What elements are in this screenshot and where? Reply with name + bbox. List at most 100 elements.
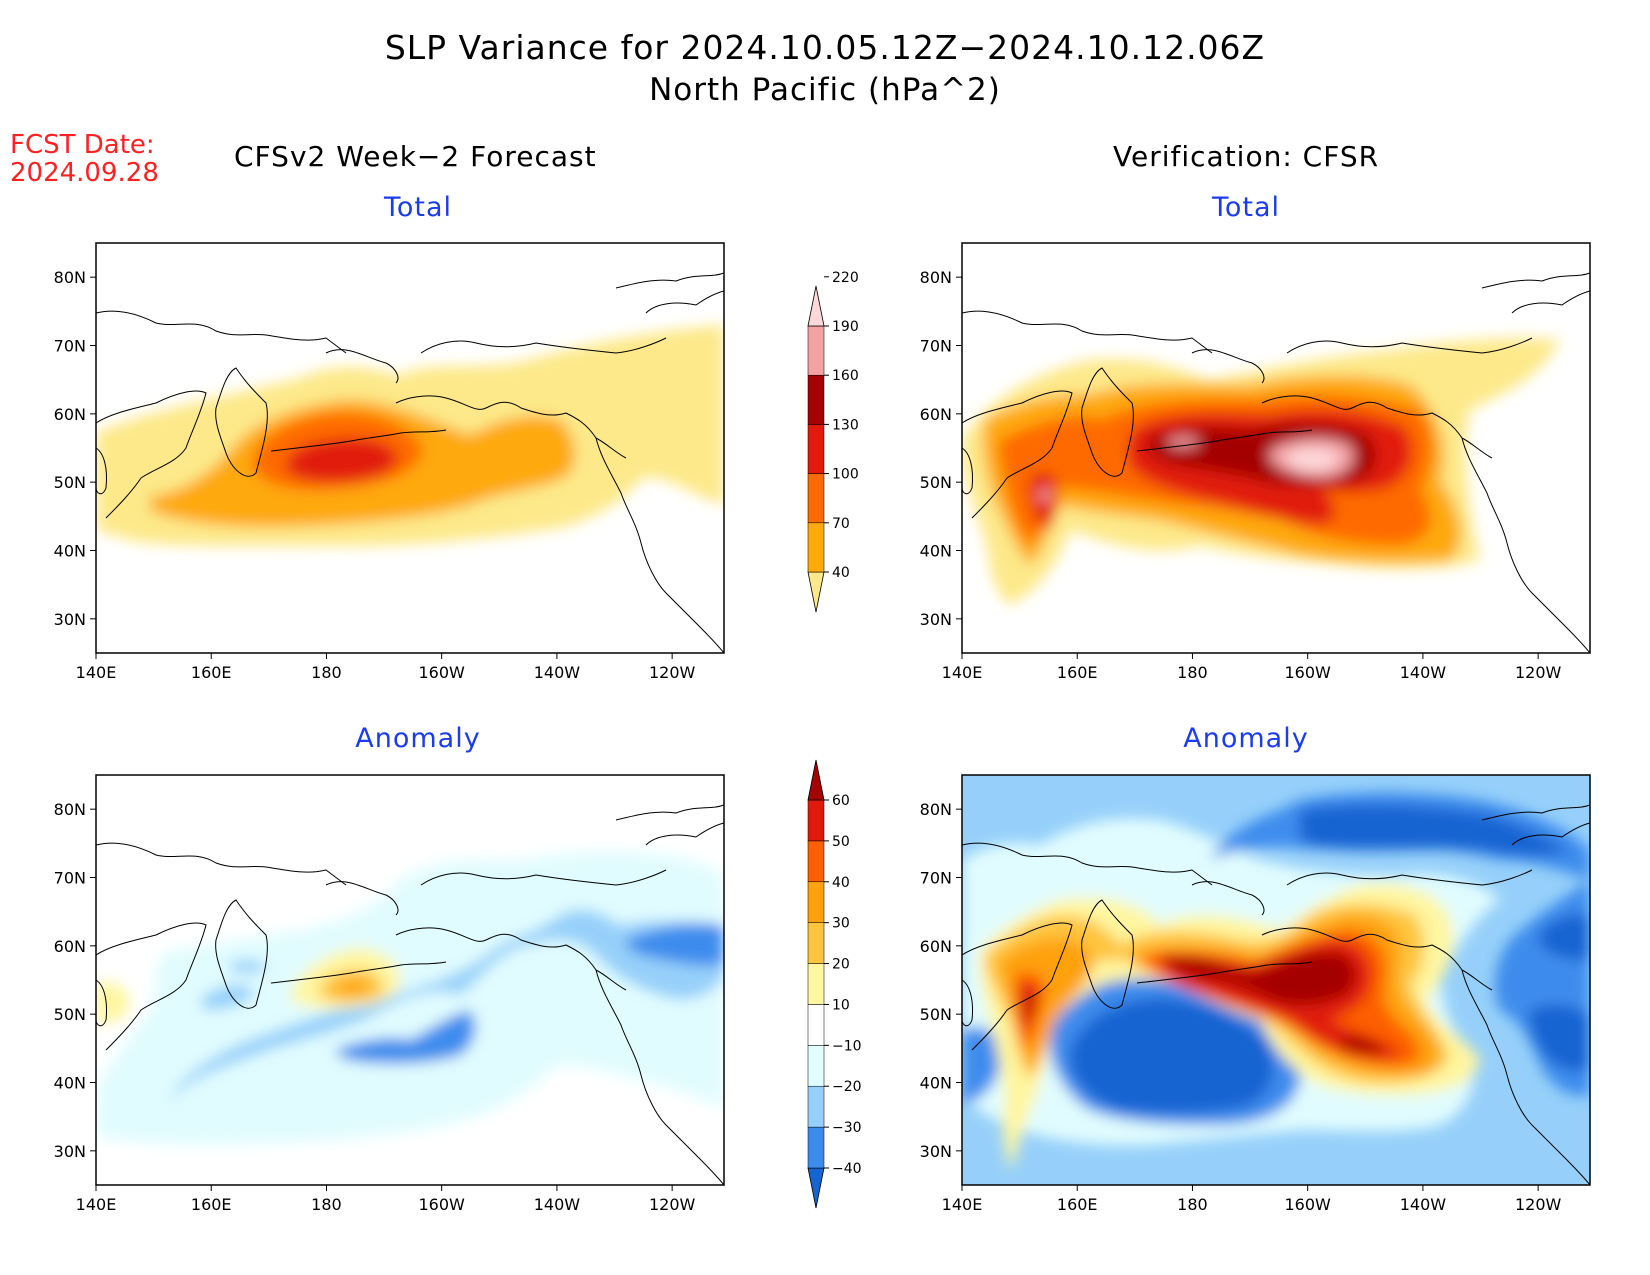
coastline-segment	[1191, 881, 1265, 916]
coastline-segment	[325, 349, 399, 384]
lon-tick-label: 180	[311, 663, 342, 682]
lon-tick-label: 140W	[1400, 1195, 1447, 1214]
coastline-segment	[95, 390, 207, 519]
lon-tick-label: 140W	[1400, 663, 1447, 682]
colorbar-high-triangle	[807, 285, 825, 327]
verification-anomaly-frame	[961, 774, 1591, 1186]
colorbar-high-triangle	[807, 759, 825, 801]
coastline-segment	[1461, 437, 1591, 654]
coastline-segment	[1286, 869, 1533, 886]
lat-tick-label: 50N	[920, 473, 952, 492]
colorbar-swatch	[807, 1045, 825, 1087]
coastline-segment	[420, 337, 667, 354]
colorbar-swatch	[807, 840, 825, 883]
colorbar-label: −30	[832, 1120, 862, 1136]
coastline-segment	[95, 310, 347, 354]
lat-tick-label: 60N	[54, 405, 86, 424]
forecast-anomaly-title: Anomaly	[355, 723, 481, 754]
forecast-anomaly-map	[96, 851, 724, 1145]
lat-tick-label: 50N	[54, 473, 86, 492]
coastline-segment	[645, 290, 725, 314]
coastline-segment	[1191, 349, 1265, 384]
coastline-segment	[95, 447, 107, 495]
lon-tick-label: 160W	[419, 1195, 466, 1214]
lat-tick-label: 40N	[920, 542, 952, 561]
colorbar-label: 40	[832, 875, 850, 891]
colorbar-swatch	[807, 963, 825, 1005]
colorbar-label: −10	[832, 1038, 862, 1054]
coastline-segment	[325, 881, 399, 916]
lon-tick-label: 180	[311, 1195, 342, 1214]
coastline-segment	[645, 822, 725, 846]
figure-title: SLP Variance for 2024.10.05.12Z−2024.10.…	[384, 28, 1266, 67]
lon-tick-label: 160E	[191, 1195, 232, 1214]
lat-tick-label: 70N	[920, 337, 952, 356]
lat-tick-label: 30N	[920, 1142, 952, 1161]
lat-tick-label: 60N	[920, 405, 952, 424]
forecast-total-coastline	[95, 272, 725, 654]
forecast-total-frame	[95, 242, 725, 654]
lon-tick-label: 160E	[191, 663, 232, 682]
colorbar-label: 20	[832, 957, 850, 973]
coastline-segment	[961, 922, 1073, 1051]
coastline-segment	[95, 842, 347, 886]
lon-tick-label: 180	[1177, 663, 1208, 682]
lat-tick-label: 40N	[54, 542, 86, 561]
lon-tick-label: 160W	[419, 663, 466, 682]
coastline-segment	[961, 842, 1213, 886]
coastline-segment	[215, 899, 268, 1009]
contour-pos10	[96, 948, 400, 1023]
colorbar-label: 50	[832, 834, 850, 850]
lat-tick-label: 80N	[920, 268, 952, 287]
coastline-segment	[95, 979, 107, 1027]
forecast-total-title: Total	[383, 192, 453, 223]
lat-tick-label: 70N	[920, 869, 952, 888]
lat-tick-label: 80N	[54, 800, 86, 819]
forecast-anomaly-frame	[95, 774, 725, 1186]
lon-tick-label: 140E	[942, 1195, 983, 1214]
verification-total-map	[962, 338, 1560, 605]
verification-total-frame	[961, 242, 1591, 654]
lon-tick-label: 140W	[534, 663, 581, 682]
coastline-segment	[1511, 822, 1591, 846]
colorbar-label: 10	[832, 997, 850, 1013]
colorbar-swatch	[807, 922, 825, 964]
colorbar-swatch	[807, 522, 825, 573]
verification-column-title: Verification: CFSR	[1113, 140, 1380, 173]
coastline-segment	[1461, 969, 1591, 1186]
colorbar-swatch	[807, 473, 825, 524]
coastline-segment	[270, 429, 447, 452]
coastline-segment	[1286, 337, 1533, 354]
lon-tick-label: 140E	[76, 1195, 117, 1214]
coastline-segment	[1481, 272, 1591, 289]
contour-pos30	[335, 980, 369, 994]
fcst-date-value: 2024.09.28	[10, 158, 159, 188]
coastline-segment	[1511, 290, 1591, 314]
colorbar-label: −40	[832, 1161, 862, 1177]
lon-tick-label: 180	[1177, 1195, 1208, 1214]
verification-total-title: Total	[1211, 192, 1281, 223]
coastline-segment	[961, 979, 973, 1027]
fcst-date-label: FCST Date:	[10, 130, 155, 160]
colorbar-label: 190	[832, 319, 859, 335]
colorbar-swatch	[807, 424, 825, 474]
lat-tick-label: 70N	[54, 869, 86, 888]
lat-tick-label: 30N	[920, 610, 952, 629]
colorbar-swatch	[807, 1004, 825, 1046]
contour-neg30	[335, 923, 724, 1064]
coastline-segment	[215, 367, 268, 477]
lat-tick-label: 60N	[54, 937, 86, 956]
colorbar-low-triangle	[807, 571, 825, 613]
coastline-segment	[961, 390, 1073, 519]
lon-tick-label: 120W	[649, 663, 696, 682]
lon-tick-label: 140E	[942, 663, 983, 682]
lon-tick-label: 160E	[1057, 1195, 1098, 1214]
colorbar-label: 220	[832, 270, 859, 286]
colorbar-swatch	[807, 881, 825, 923]
lat-tick-label: 30N	[54, 1142, 86, 1161]
coastline-segment	[615, 804, 725, 821]
contour-220	[1285, 448, 1339, 471]
lon-tick-label: 120W	[649, 1195, 696, 1214]
lat-tick-label: 80N	[920, 800, 952, 819]
